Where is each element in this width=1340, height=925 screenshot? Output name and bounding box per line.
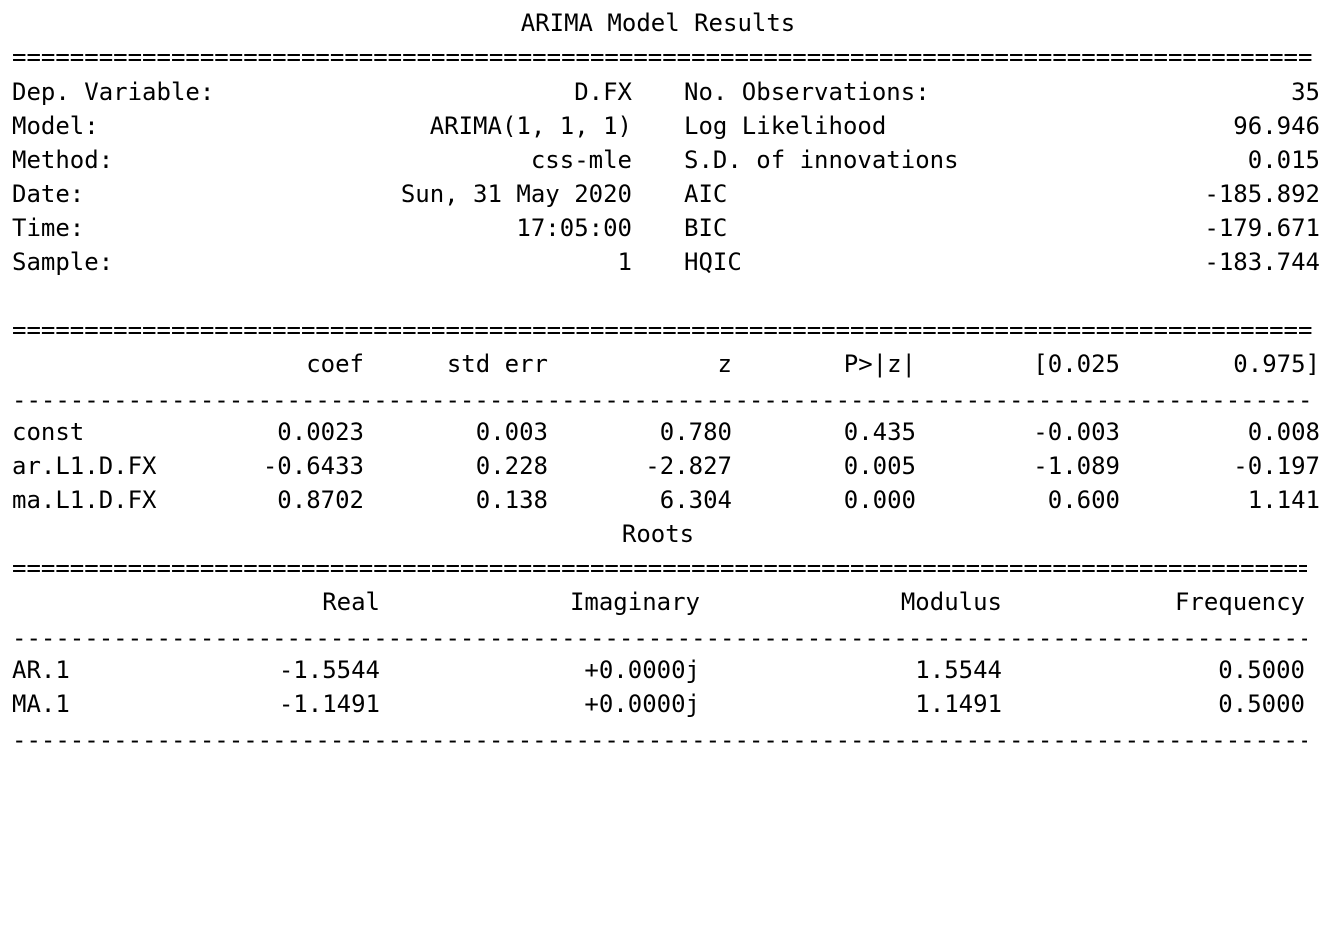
double-rule-top: ========================================…	[12, 43, 1313, 71]
summary-row: Date: Sun, 31 May 2020 AIC -185.892	[0, 177, 1340, 211]
summary-stat-label: BIC	[684, 214, 728, 242]
roots-header: Imaginary	[569, 588, 700, 616]
roots-real: -1.5544	[278, 656, 380, 684]
summary-value: 1	[617, 248, 632, 276]
coef-ci-high: -0.197	[1233, 452, 1320, 480]
roots-header-row: Real Imaginary Modulus Frequency	[0, 585, 1340, 619]
roots-modulus: 1.1491	[915, 690, 1002, 718]
summary-value: D.FX	[574, 78, 632, 106]
coef-p: 0.435	[843, 418, 916, 446]
summary-stat-label: S.D. of innovations	[684, 146, 959, 174]
coef-row: const 0.0023 0.003 0.780 0.435 -0.003 0.…	[0, 415, 1340, 449]
double-rule-roots: ========================================…	[12, 554, 1307, 582]
summary-stat-value: 96.946	[1233, 112, 1320, 140]
coef-ci-high: 0.008	[1247, 418, 1320, 446]
roots-header: Modulus	[900, 588, 1002, 616]
coef-ci-high: 1.141	[1247, 486, 1320, 514]
roots-label: MA.1	[12, 690, 70, 718]
roots-real: -1.1491	[278, 690, 380, 718]
single-rule-bottom: ----------------------------------------…	[12, 726, 1307, 754]
summary-stat-value: -179.671	[1204, 214, 1320, 242]
coef-ci-low: -1.089	[1033, 452, 1120, 480]
roots-frequency: 0.5000	[1218, 690, 1305, 718]
roots-row: MA.1 -1.1491 +0.0000j 1.1491 0.5000	[0, 687, 1340, 721]
coef-ci-low: 0.600	[1047, 486, 1120, 514]
roots-row: AR.1 -1.5544 +0.0000j 1.5544 0.5000	[0, 653, 1340, 687]
coef-p: 0.005	[843, 452, 916, 480]
coef-std-err: 0.003	[475, 418, 548, 446]
summary-value: ARIMA(1, 1, 1)	[429, 112, 632, 140]
summary-stat-label: No. Observations:	[684, 78, 930, 106]
roots-header: Frequency	[1174, 588, 1305, 616]
summary-value: css-mle	[530, 146, 632, 174]
summary-label: Sample:	[12, 248, 114, 276]
summary-label: Method:	[12, 146, 114, 174]
coef-term: const	[12, 418, 85, 446]
results-title: ARIMA Model Results	[520, 9, 796, 37]
coef-header: [0.025	[1033, 350, 1120, 378]
roots-title: Roots	[621, 520, 695, 548]
summary-value: 17:05:00	[516, 214, 632, 242]
coef-row: ma.L1.D.FX 0.8702 0.138 6.304 0.000 0.60…	[0, 483, 1340, 517]
roots-modulus: 1.5544	[915, 656, 1002, 684]
roots-frequency: 0.5000	[1218, 656, 1305, 684]
arima-results-page: ARIMA Model Results ====================…	[0, 9, 1340, 754]
summary-stat-label: Log Likelihood	[684, 112, 887, 140]
summary-row: Model: ARIMA(1, 1, 1) Log Likelihood 96.…	[0, 109, 1340, 143]
summary-row: Method: css-mle S.D. of innovations 0.01…	[0, 143, 1340, 177]
roots-label: AR.1	[12, 656, 70, 684]
single-rule-coef: ----------------------------------------…	[12, 386, 1313, 414]
summary-label: Time:	[12, 214, 85, 242]
summary-row: Sample: 1 HQIC -183.744	[0, 245, 1340, 279]
summary-label: Dep. Variable:	[12, 78, 215, 106]
summary-row: Time: 17:05:00 BIC -179.671	[0, 211, 1340, 245]
coef-term: ma.L1.D.FX	[12, 486, 157, 514]
summary-value: Sun, 31 May 2020	[400, 180, 632, 208]
coef-header: std err	[446, 350, 548, 378]
summary-stat-label: HQIC	[684, 248, 742, 276]
summary-row: Dep. Variable: D.FX No. Observations: 35	[0, 75, 1340, 109]
coef-z: -2.827	[645, 452, 732, 480]
roots-imaginary: +0.0000j	[584, 690, 700, 718]
coef-ci-low: -0.003	[1033, 418, 1120, 446]
coef-header: z	[717, 350, 732, 378]
summary-stat-value: 0.015	[1247, 146, 1320, 174]
coef-header: coef	[306, 350, 364, 378]
coef-z: 0.780	[659, 418, 732, 446]
coef-value: 0.0023	[277, 418, 364, 446]
coef-p: 0.000	[843, 486, 916, 514]
roots-header: Real	[322, 588, 380, 616]
coef-header-row: coef std err z P>|z| [0.025 0.975]	[0, 347, 1340, 381]
summary-label: Model:	[12, 112, 99, 140]
double-rule-coef: ========================================…	[12, 316, 1313, 344]
coef-std-err: 0.228	[475, 452, 548, 480]
summary-label: Date:	[12, 180, 85, 208]
coef-z: 6.304	[659, 486, 732, 514]
roots-imaginary: +0.0000j	[584, 656, 700, 684]
coef-row: ar.L1.D.FX -0.6433 0.228 -2.827 0.005 -1…	[0, 449, 1340, 483]
coef-value: 0.8702	[277, 486, 364, 514]
summary-stat-value: 35	[1291, 78, 1320, 106]
single-rule-roots: ----------------------------------------…	[12, 624, 1307, 652]
coef-header: 0.975]	[1233, 350, 1320, 378]
summary-stat-value: -183.744	[1204, 248, 1320, 276]
summary-stat-label: AIC	[684, 180, 728, 208]
coef-header: P>|z|	[843, 350, 916, 378]
coef-value: -0.6433	[262, 452, 364, 480]
summary-stat-value: -185.892	[1204, 180, 1320, 208]
coef-std-err: 0.138	[475, 486, 548, 514]
coef-term: ar.L1.D.FX	[12, 452, 157, 480]
